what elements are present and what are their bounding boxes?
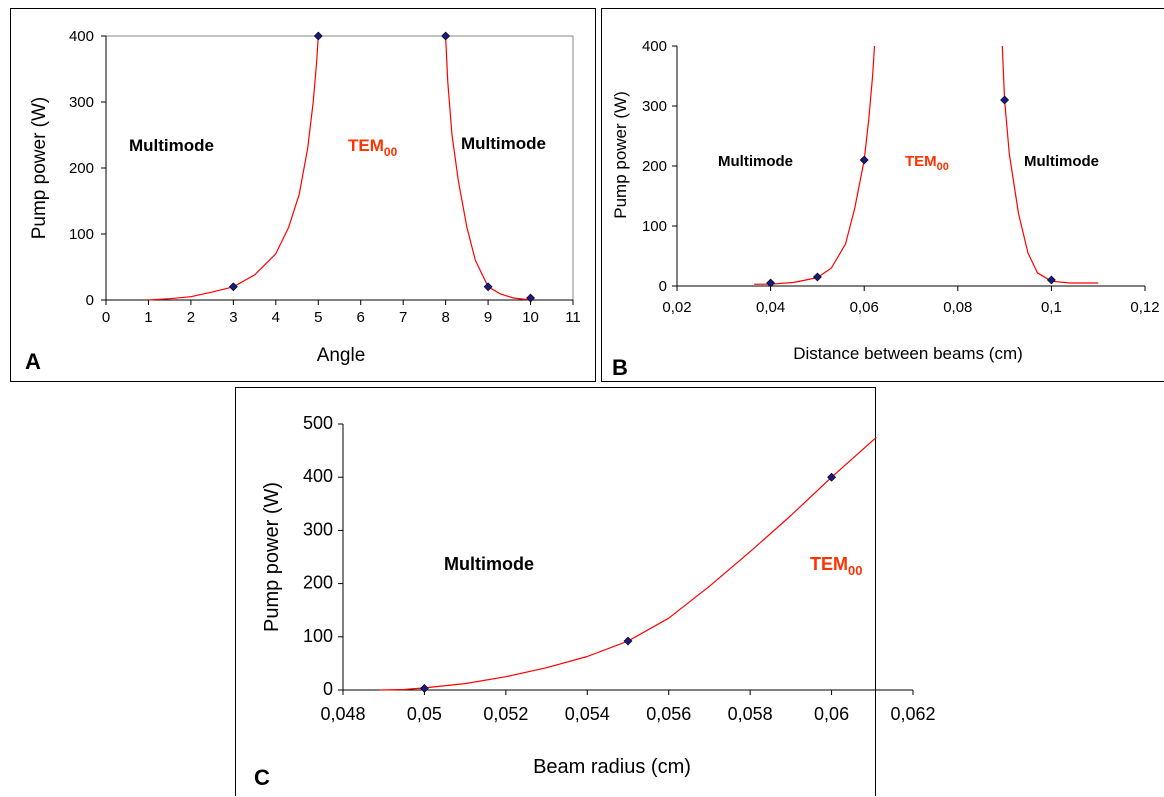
chart-b-fit-curve [754,45,876,285]
chart-a-x-tick-label: 0 [102,309,110,326]
chart-a-region-mid: TEM00 [348,136,398,159]
chart-a-tem-subscript: 00 [384,145,398,159]
chart-c-data-point [827,472,836,482]
chart-a-data-point [228,282,238,292]
chart-a-data-point [313,31,323,41]
chart-c-y-label: Pump power (W) [261,482,283,632]
chart-b-svg: 0,02 0,04 0,06 0,08 0,1 0,12 0 100 200 300 400 Dis… [611,38,1160,380]
chart-c-x-tick-label: 0,054 [565,704,610,724]
chart-c-region-mid: TEM00 [810,554,862,578]
chart-c-x-tick-label: 0,062 [890,704,935,724]
chart-c-x-tick-label: 0,052 [483,704,528,724]
chart-c-x-tick-label: 0,058 [728,704,773,724]
chart-a-data-point [483,282,493,292]
chart-a-x-tick-label: 6 [357,309,365,326]
chart-a-x-tick-label: 2 [187,309,195,326]
chart-c-x-tick-label: 0,05 [407,704,442,724]
chart-c-tem-subscript: 00 [848,563,862,578]
chart-b-region-mid: TEM00 [905,153,949,173]
chart-c-y-tick-label: 200 [303,573,333,593]
chart-c-y-tick-label: 0 [323,679,333,699]
chart-panel-c: 0,048 0,05 0,052 0,054 0,056 0,058 0,06 0,062 0 1… [235,387,936,796]
chart-b-data-point [1000,95,1010,105]
chart-a-x-tick-label: 9 [484,309,492,326]
chart-b-data-point [766,278,776,288]
chart-c-y-tick-label: 100 [303,626,333,646]
chart-c-data-point [420,683,429,693]
chart-c-x-label: Beam radius (cm) [533,756,691,778]
chart-a-x-tick-label: 11 [565,309,581,326]
chart-c-x-tick-label: 0,056 [646,704,691,724]
chart-b-x-tick-label: 0,08 [943,299,972,316]
chart-a-region-right: Multimode [461,134,546,153]
chart-a-x-tick-label: 7 [399,309,407,326]
chart-a-x-tick-label: 1 [144,309,152,326]
chart-b-data-point [812,272,822,282]
chart-a-fit-curve [148,35,319,301]
chart-b-x-tick-label: 0,12 [1130,299,1159,316]
chart-b-y-tick-label: 400 [642,38,667,55]
chart-a-data-point [526,293,535,303]
chart-a-y-tick-label: 100 [69,226,94,243]
chart-a-panel-letter: A [25,349,41,374]
chart-a-fit-curve [445,35,531,301]
chart-b-y-tick-label: 100 [642,218,667,235]
chart-a-x-tick-label: 10 [522,309,539,326]
chart-b-y-tick-label: 200 [642,158,667,175]
chart-b-y-label: Pump power (W) [611,91,630,219]
chart-b-y-tick-label: 0 [659,278,667,295]
chart-c-svg: 0,048 0,05 0,052 0,054 0,056 0,058 0,06 0,062 0 1… [254,413,936,790]
chart-b-fit-curve [1001,45,1099,284]
chart-c-x-tick-label: 0,06 [814,704,849,724]
chart-c-y-tick-label: 400 [303,466,333,486]
chart-b-x-tick-label: 0,1 [1041,299,1062,316]
chart-a-region-left: Multimode [129,136,214,155]
chart-b-panel-letter: B [612,355,628,380]
chart-b-data-point [1046,275,1056,285]
chart-b-tem-label: TEM [905,153,937,170]
chart-panel-b: 0,02 0,04 0,06 0,08 0,1 0,12 0 100 200 300 400 Dis… [601,8,1164,382]
chart-c-region-left: Multimode [444,554,534,574]
chart-b-region-right: Multimode [1024,153,1099,170]
chart-a-y-tick-label: 400 [69,28,94,45]
chart-b-x-tick-label: 0,02 [662,299,691,316]
chart-a-y-tick-label: 0 [86,292,94,309]
chart-c-y-tick-label: 500 [303,413,333,433]
chart-b-tem-subscript: 00 [937,161,949,173]
chart-a-x-tick-label: 8 [441,309,449,326]
chart-a-data-point [441,31,451,41]
chart-b-y-tick-label: 300 [642,98,667,115]
chart-c-panel-letter: C [254,765,270,790]
chart-b-x-tick-label: 0,06 [850,299,879,316]
chart-b-data-point [859,155,869,165]
chart-c-data-point [623,636,633,646]
chart-c-fit-curve [379,436,877,691]
chart-a-svg: 0 1 2 3 4 5 6 7 8 9 10 11 0 100 200 300 400 Angle Pump p… [25,28,581,374]
chart-a-x-tick-label: 5 [314,309,322,326]
chart-a-tem-label: TEM [348,136,384,155]
chart-b-region-left: Multimode [718,153,793,170]
chart-a-x-tick-label: 4 [272,309,280,326]
chart-a-y-tick-label: 300 [69,94,94,111]
chart-b-x-tick-label: 0,04 [756,299,785,316]
chart-a-y-tick-label: 200 [69,160,94,177]
chart-c-tem-label: TEM [810,554,848,574]
chart-a-x-tick-label: 3 [229,309,237,326]
chart-a-x-label: Angle [317,345,366,366]
chart-c-y-tick-label: 300 [303,519,333,539]
chart-c-x-tick-label: 0,048 [320,704,365,724]
chart-a-y-label: Pump power (W) [29,97,50,240]
chart-panel-a: 0 1 2 3 4 5 6 7 8 9 10 11 0 100 200 300 400 Angle Pump p… [10,8,596,382]
chart-b-x-label: Distance between beams (cm) [793,344,1023,363]
